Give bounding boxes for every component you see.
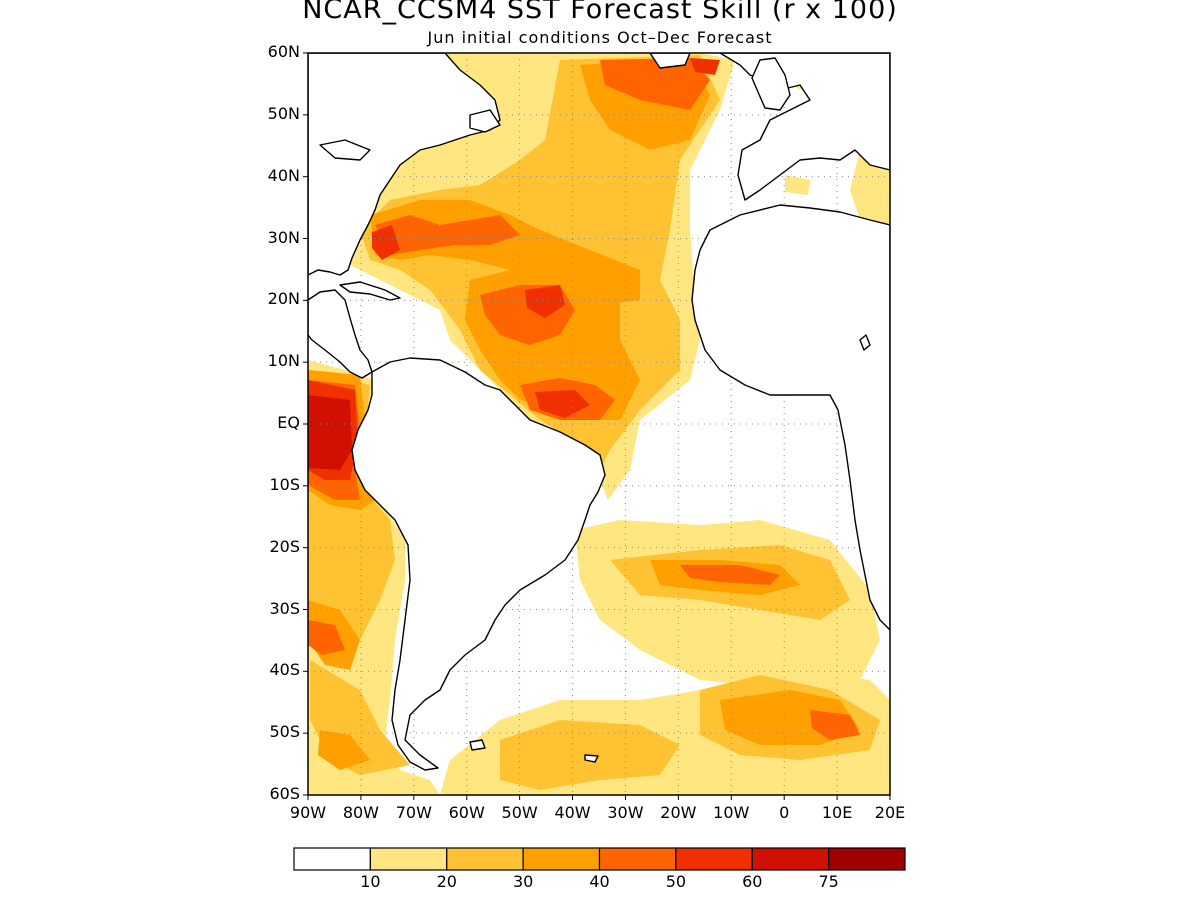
lat-label: 10N: [267, 351, 300, 371]
skill-field: [308, 53, 890, 795]
south-georgia: [584, 754, 599, 763]
lat-label: 40S: [269, 660, 300, 680]
map-subtitle: Jun initial conditions Oct–Dec Forecast: [427, 28, 773, 47]
colorbar-bin: [293, 847, 371, 871]
lon-label: 60W: [448, 803, 485, 822]
lat-label: 20S: [269, 536, 300, 556]
colorbar-label: 30: [512, 872, 534, 891]
lon-label: 90W: [289, 803, 327, 822]
colorbar-bin: [446, 847, 524, 871]
lon-label: 30W: [607, 803, 644, 822]
colorbar-bin: [675, 847, 753, 871]
lon-label: 80W: [342, 803, 379, 822]
africa: [691, 204, 890, 631]
colorbar-bin: [522, 847, 601, 871]
lon-label: 10E: [821, 803, 853, 822]
colorbar-label: 20: [436, 872, 457, 891]
lat-label: 50S: [269, 722, 300, 742]
lon-label: 10W: [713, 803, 750, 822]
axis-ticks: [303, 52, 891, 800]
lat-label: 20N: [267, 289, 300, 309]
lon-label: 0: [779, 803, 790, 822]
lat-label: 60N: [267, 42, 300, 61]
lat-label: 50N: [267, 103, 300, 123]
lat-label: 40N: [267, 165, 300, 185]
lon-label: 50W: [501, 803, 538, 822]
colorbar-bin: [751, 847, 830, 871]
iceland: [649, 53, 691, 69]
lon-label: 20E: [874, 803, 906, 822]
central-america: [308, 289, 373, 379]
colorbar-label: 40: [589, 872, 610, 891]
madagascar: [859, 334, 871, 351]
caribbean-islands: [339, 281, 401, 301]
colorbar-label: 75: [818, 872, 839, 891]
colorbar-bin: [828, 847, 906, 871]
colorbar-label: 60: [742, 872, 763, 891]
great-lakes: [319, 139, 371, 161]
colorbar-label: 10: [360, 872, 381, 891]
lon-label: 20W: [660, 803, 697, 822]
lat-label: 10S: [269, 474, 300, 494]
newfoundland: [469, 109, 501, 133]
colorbar: [293, 847, 906, 871]
lat-label: 30N: [267, 227, 300, 247]
lon-label: 40W: [554, 803, 591, 822]
lat-label: EQ: [277, 413, 300, 432]
lat-label: 60S: [269, 784, 300, 803]
map-title: NCAR_CCSM4 SST Forecast Skill (r x 100): [302, 0, 898, 25]
north-america: [308, 53, 501, 276]
skill-level-60: [308, 395, 352, 470]
colorbar-label: 50: [665, 872, 687, 891]
lat-label: 30S: [269, 598, 300, 618]
south-america: [351, 357, 606, 771]
lon-label: 70W: [395, 803, 432, 822]
continents: [308, 53, 890, 771]
colorbar-bin: [369, 847, 448, 871]
colorbar-bin: [598, 847, 677, 871]
falkland-islands: [469, 739, 486, 751]
british-isles: [751, 57, 791, 111]
